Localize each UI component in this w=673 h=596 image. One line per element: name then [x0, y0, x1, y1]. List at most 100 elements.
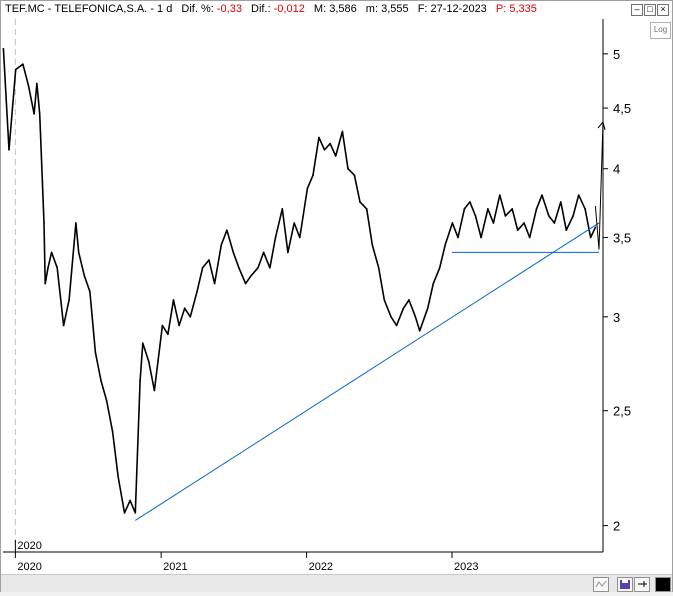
price-point	[262, 251, 265, 254]
price-point	[535, 208, 538, 210]
price-point	[100, 379, 102, 382]
price-point	[134, 512, 137, 514]
price-point	[511, 208, 513, 210]
price-point	[402, 307, 405, 310]
price-point	[75, 222, 77, 224]
price-point	[129, 499, 131, 502]
price-point	[334, 155, 337, 157]
dif-value: -0,012	[273, 3, 305, 15]
title-bar: TEF.MC - TELEFONICA,S.A. - 1 d Dif. %: -…	[1, 1, 672, 19]
price-point	[153, 389, 156, 392]
price-point	[594, 226, 597, 229]
quote-header: TEF.MC - TELEFONICA,S.A. - 1 d Dif. %: -…	[5, 3, 537, 15]
pin-icon	[638, 581, 647, 587]
price-point	[269, 266, 271, 269]
min-label: m:	[365, 3, 379, 15]
y-ticks: 5 4,5 4 3,5 3 2,5 2	[603, 47, 631, 534]
price-point	[33, 113, 35, 115]
price-point	[250, 274, 253, 277]
price-point	[589, 236, 592, 239]
price-point	[208, 259, 210, 261]
price-value: 5,335	[509, 3, 537, 15]
save-button[interactable]	[617, 577, 633, 592]
x-tick-label: 2022	[309, 561, 333, 573]
price-point	[318, 136, 320, 139]
price-point	[457, 236, 459, 239]
price-point	[341, 130, 344, 133]
price-point	[167, 333, 169, 336]
price-point	[572, 215, 574, 217]
price-point	[281, 208, 284, 210]
price-point	[463, 208, 466, 210]
price-point	[347, 167, 349, 170]
price-point	[220, 244, 223, 246]
price-point	[62, 324, 65, 327]
price-point	[408, 299, 410, 301]
price-point	[323, 148, 326, 151]
price-point	[559, 201, 562, 203]
price-point	[438, 266, 441, 269]
wave-icon	[595, 580, 607, 588]
year-marker-label: 2020	[17, 540, 41, 552]
price-point	[2, 47, 5, 50]
price-point	[451, 222, 454, 224]
price-point	[329, 142, 331, 145]
price-point	[287, 251, 289, 254]
price-point	[528, 236, 531, 239]
y-tick-label: 5	[613, 47, 620, 62]
price-point	[365, 208, 368, 210]
color-swatch-button[interactable]	[655, 577, 671, 592]
x-tick-label: 2023	[454, 561, 478, 573]
price-point	[480, 236, 482, 239]
min-value: 3,555	[381, 3, 409, 15]
minimize-button[interactable]: –	[631, 4, 643, 16]
price-point	[395, 324, 398, 327]
close-button[interactable]: ×	[657, 4, 669, 16]
price-point	[504, 215, 507, 217]
price-point	[142, 342, 144, 345]
symbol: TEF.MC	[5, 3, 45, 15]
price-point	[444, 244, 447, 246]
price-point	[77, 251, 80, 254]
price-point	[232, 251, 235, 254]
plot-area	[3, 19, 603, 552]
grid: 2020	[14, 19, 42, 552]
price-point	[499, 194, 501, 196]
price-point	[414, 316, 417, 318]
trendline[interactable]	[135, 222, 600, 521]
price-point	[226, 229, 228, 231]
price-point	[353, 174, 356, 176]
price-point	[27, 84, 30, 87]
price-point	[492, 222, 495, 224]
price-point	[89, 290, 91, 293]
x-tick-label: 2020	[17, 561, 41, 573]
date-label: F:	[417, 3, 428, 15]
pin-button[interactable]	[634, 577, 650, 592]
dif-label: Dif.:	[251, 3, 271, 15]
wave-tool-button[interactable]	[593, 577, 609, 592]
y-tick-label: 4	[613, 162, 620, 177]
price-point	[117, 475, 119, 478]
price-point	[22, 63, 24, 66]
price-point	[111, 430, 114, 433]
annotations	[135, 120, 606, 521]
chart-toolbar	[1, 574, 672, 592]
y-tick-label: 3,5	[613, 230, 631, 245]
price-point	[105, 399, 108, 402]
price-point	[565, 229, 568, 231]
price-point	[584, 208, 586, 210]
price-point	[390, 316, 392, 318]
price-point	[312, 174, 314, 176]
maximize-button[interactable]: □	[644, 4, 656, 16]
max-label: M:	[313, 3, 327, 15]
price-point	[183, 307, 186, 310]
price-point	[359, 201, 361, 203]
log-scale-toggle[interactable]: Log	[650, 22, 671, 39]
y-tick-label: 2	[613, 519, 620, 534]
date-value: 27-12-2023	[430, 3, 487, 15]
price-point	[201, 266, 204, 269]
price-point	[523, 222, 525, 224]
floppy-disk-icon	[620, 580, 630, 589]
projection-arrow[interactable]	[594, 121, 604, 250]
x-ticks: 2020 2021 2022 2023	[14, 552, 478, 573]
